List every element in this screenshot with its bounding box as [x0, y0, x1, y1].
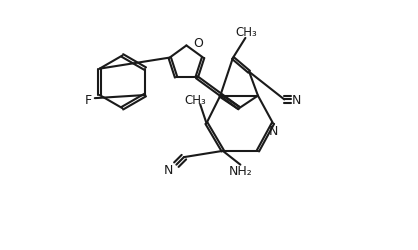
Text: O: O — [193, 37, 203, 50]
Text: N: N — [292, 94, 301, 106]
Text: CH₃: CH₃ — [235, 26, 257, 39]
Text: F: F — [85, 94, 92, 106]
Text: N: N — [164, 164, 173, 176]
Text: CH₃: CH₃ — [184, 94, 206, 106]
Text: NH₂: NH₂ — [229, 165, 252, 178]
Text: N: N — [269, 124, 278, 137]
